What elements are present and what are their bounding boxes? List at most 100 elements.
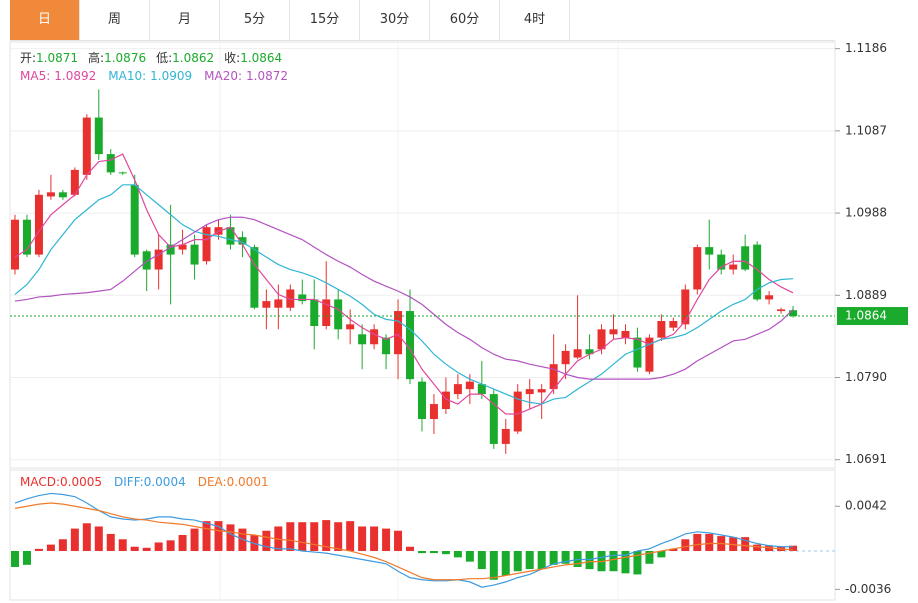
period-tab[interactable]: 周 (80, 0, 150, 40)
macd-bar (310, 522, 319, 551)
candle-body (501, 428, 510, 444)
candle-body (370, 329, 379, 345)
ma-label: MA5: (20, 69, 50, 83)
candle-body (82, 117, 91, 175)
macd-bar (406, 546, 415, 551)
y-tick-label: 1.0889 (845, 288, 887, 302)
candle-body (190, 244, 199, 265)
candle-body (621, 330, 630, 338)
candle-body (154, 249, 163, 270)
period-tab[interactable]: 30分 (360, 0, 430, 40)
macd-line (14, 492, 794, 588)
macd-bar (358, 526, 367, 551)
macd-bar (226, 524, 235, 551)
macd-bar (190, 528, 199, 551)
candle-body (11, 219, 19, 270)
ohlc-value: 1.0876 (104, 51, 146, 65)
macd-bar (429, 550, 438, 554)
candle-body (394, 311, 403, 355)
candle-body (477, 384, 486, 395)
candle-body (94, 117, 103, 155)
macd-bar (298, 522, 307, 551)
period-tab[interactable]: 4时 (500, 0, 570, 40)
macd-bar (513, 550, 522, 572)
macd-bar (609, 550, 618, 572)
candle-body (729, 264, 738, 270)
macd-bar (477, 550, 486, 570)
ma-value: 1.0872 (246, 69, 288, 83)
macd-bar (142, 547, 151, 551)
period-tab[interactable]: 月 (150, 0, 220, 40)
candle-body (669, 321, 678, 328)
candle-body (346, 324, 355, 330)
candle-body (382, 337, 391, 355)
candle-body (777, 309, 786, 312)
macd-bar (22, 550, 31, 565)
y-tick-label: -0.0036 (845, 582, 891, 596)
candle-body (46, 192, 55, 197)
ma-value: 1.0892 (54, 69, 96, 83)
candle-body (106, 154, 115, 173)
candle-body (585, 349, 594, 355)
candle-body (202, 227, 211, 262)
macd-bar (741, 537, 750, 551)
macd-bar (705, 533, 714, 551)
macd-label: MACD: (20, 475, 60, 489)
candle-body (22, 219, 31, 255)
candle-body (34, 194, 43, 255)
macd-bar (94, 526, 103, 551)
candle-body (717, 254, 726, 270)
last-price-label: 1.0864 (845, 309, 887, 323)
macd-bar (669, 548, 678, 551)
candle-body (226, 227, 235, 245)
macd-bar (286, 522, 295, 551)
macd-bar (645, 550, 654, 564)
macd-bar (525, 550, 534, 570)
candle-body (142, 251, 151, 270)
candle-body (657, 321, 666, 338)
period-tab[interactable]: 15分 (290, 0, 360, 40)
period-tabs: 日周月 5分 15分 30分 60分 4时 (10, 0, 835, 41)
candle-body (609, 329, 618, 335)
macd-label: DIFF: (114, 475, 144, 489)
macd-bar (633, 550, 642, 575)
macd-label: DEA: (198, 475, 227, 489)
macd-bar (334, 522, 343, 551)
candle-body (573, 349, 582, 358)
macd-bar (202, 521, 211, 551)
macd-bar (465, 550, 474, 562)
y-tick-label: 1.0691 (845, 452, 887, 466)
macd-bar (70, 528, 79, 551)
candle-body (513, 391, 522, 432)
y-tick-label: 1.1186 (845, 41, 887, 55)
macd-bar (417, 550, 426, 554)
candle-body (310, 299, 319, 326)
macd-bar (382, 528, 391, 551)
ohlc-label: 开: (20, 51, 36, 65)
period-tab[interactable]: 60分 (430, 0, 500, 40)
period-tab[interactable]: 5分 (220, 0, 290, 40)
candle-body (549, 364, 558, 390)
macd-bar (130, 546, 139, 551)
candle-body (250, 247, 259, 308)
ohlc-legend: 开:1.0871 高:1.0876 低:1.0862 收:1.0864 (20, 50, 282, 65)
candle-body (489, 394, 498, 444)
macd-bar (82, 523, 91, 551)
y-tick-label: 1.1087 (845, 123, 887, 137)
candle-body (238, 237, 247, 245)
macd-bar (166, 540, 175, 551)
candle-body (789, 310, 798, 317)
macd-bar (178, 535, 187, 551)
y-tick-label: 0.0042 (845, 499, 887, 513)
macd-bar (561, 550, 570, 564)
macd-bar (11, 550, 19, 567)
macd-bar (753, 544, 762, 551)
candle-body (406, 311, 415, 380)
candle-body (358, 334, 367, 345)
ohlc-label: 高: (88, 50, 104, 65)
period-tab[interactable]: 日 (10, 0, 80, 40)
ma-legend: MA5: 1.0892 MA10: 1.0909 MA20: 1.0872 (20, 69, 288, 83)
macd-bar (322, 520, 331, 551)
